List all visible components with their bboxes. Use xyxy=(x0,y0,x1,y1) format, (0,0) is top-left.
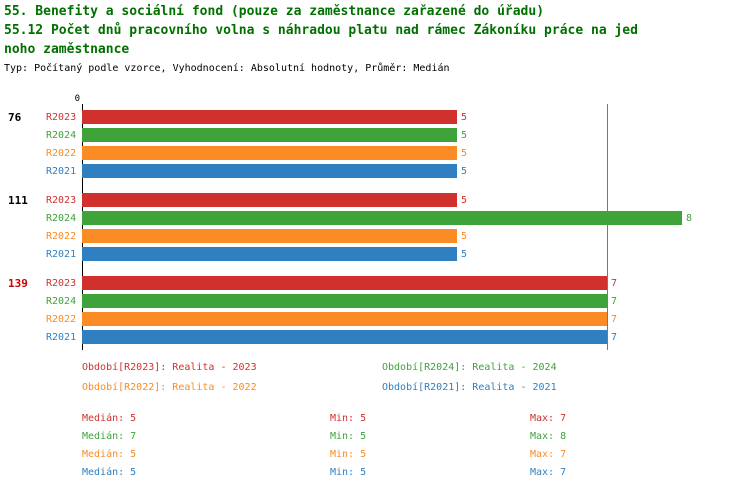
bar xyxy=(82,146,457,160)
median-gridline xyxy=(607,104,608,350)
bar-row: R2021 7 xyxy=(8,328,746,346)
bar-row: R2024 7 xyxy=(8,292,746,310)
stat-median: Medián: 5 xyxy=(82,467,137,478)
y-axis-line xyxy=(82,104,83,350)
bar-row: 139 R2023 7 xyxy=(8,274,746,292)
series-label: R2022 xyxy=(46,147,77,159)
bar xyxy=(82,330,607,344)
chart-rows: 76 R2023 5 R2024 5 R2022 5 R2021 5 111 R2023 5 R2024… xyxy=(8,108,746,346)
group-label: 76 xyxy=(8,110,22,124)
series-label: R2023 xyxy=(46,111,77,123)
bar-row: R2021 5 xyxy=(8,245,746,263)
bar xyxy=(82,247,457,261)
bar-value-label: 5 xyxy=(461,111,468,123)
bar-value-label: 5 xyxy=(461,147,468,159)
stat-max: Max: 7 xyxy=(530,467,567,478)
bar-chart: 0 76 R2023 5 R2024 5 R2022 5 R2021 5 111 R2023 5 R20… xyxy=(8,94,746,350)
stat-max: Max: 8 xyxy=(530,431,567,442)
bar-row: R2024 8 xyxy=(8,209,746,227)
legend-item: Období[R2023]: Realita - 2023 xyxy=(82,362,257,373)
bar xyxy=(82,229,457,243)
bar-value-label: 7 xyxy=(611,331,618,343)
series-label: R2023 xyxy=(46,194,77,206)
stat-min: Min: 5 xyxy=(330,431,367,442)
x-axis-zero-label: 0 xyxy=(74,94,80,104)
series-label: R2022 xyxy=(46,313,77,325)
report-title: 55. Benefity a sociální fond (pouze za z… xyxy=(4,4,545,19)
series-label: R2021 xyxy=(46,248,77,260)
stat-max: Max: 7 xyxy=(530,449,567,460)
legend: Období[R2023]: Realita - 2023 Období[R20… xyxy=(82,362,682,393)
bar xyxy=(82,110,457,124)
series-label: R2021 xyxy=(46,331,77,343)
bar-row: R2024 5 xyxy=(8,126,746,144)
bar-value-label: 5 xyxy=(461,248,468,260)
series-label: R2023 xyxy=(46,277,77,289)
bar-value-label: 7 xyxy=(611,313,618,325)
series-label: R2024 xyxy=(46,212,77,224)
bar-value-label: 7 xyxy=(611,277,618,289)
stat-median: Medián: 5 xyxy=(82,413,137,424)
bar-row: R2021 5 xyxy=(8,162,746,180)
bar-row: 111 R2023 5 xyxy=(8,191,746,209)
stat-median: Medián: 7 xyxy=(82,431,137,442)
bar xyxy=(82,276,607,290)
indicator-title-line2: noho zaměstnance xyxy=(4,42,130,57)
indicator-title-line1: 55.12 Počet dnů pracovního volna s náhra… xyxy=(4,23,638,38)
bar xyxy=(82,164,457,178)
group-label: 111 xyxy=(8,193,28,207)
series-label: R2022 xyxy=(46,230,77,242)
bar xyxy=(82,211,682,225)
series-label: R2024 xyxy=(46,129,77,141)
bar-value-label: 8 xyxy=(686,212,693,224)
chart-subtitle: Typ: Počítaný podle vzorce, Vyhodnocení:… xyxy=(4,63,450,74)
series-label: R2024 xyxy=(46,295,77,307)
bar-value-label: 7 xyxy=(611,295,618,307)
legend-item: Období[R2024]: Realita - 2024 xyxy=(382,362,557,373)
stat-median: Medián: 5 xyxy=(82,449,137,460)
bar xyxy=(82,193,457,207)
series-label: R2021 xyxy=(46,165,77,177)
bar xyxy=(82,128,457,142)
bar-group: 111 R2023 5 R2024 8 R2022 5 R2021 5 xyxy=(8,191,746,263)
stat-min: Min: 5 xyxy=(330,413,367,424)
bar-row: 76 R2023 5 xyxy=(8,108,746,126)
bar-row: R2022 7 xyxy=(8,310,746,328)
stat-min: Min: 5 xyxy=(330,449,367,460)
bar xyxy=(82,312,607,326)
stat-min: Min: 5 xyxy=(330,467,367,478)
bar-row: R2022 5 xyxy=(8,144,746,162)
bar-value-label: 5 xyxy=(461,194,468,206)
bar-value-label: 5 xyxy=(461,165,468,177)
bar-value-label: 5 xyxy=(461,129,468,141)
group-label: 139 xyxy=(8,276,28,290)
stat-max: Max: 7 xyxy=(530,413,567,424)
bar xyxy=(82,294,607,308)
legend-item: Období[R2021]: Realita - 2021 xyxy=(382,382,557,393)
stats-table: Medián: 5 Min: 5 Max: 7 Medián: 7 Min: 5… xyxy=(82,413,690,478)
bar-value-label: 5 xyxy=(461,230,468,242)
bar-row: R2022 5 xyxy=(8,227,746,245)
bar-group: 139 R2023 7 R2024 7 R2022 7 R2021 7 xyxy=(8,274,746,346)
legend-item: Období[R2022]: Realita - 2022 xyxy=(82,382,257,393)
bar-group: 76 R2023 5 R2024 5 R2022 5 R2021 5 xyxy=(8,108,746,180)
